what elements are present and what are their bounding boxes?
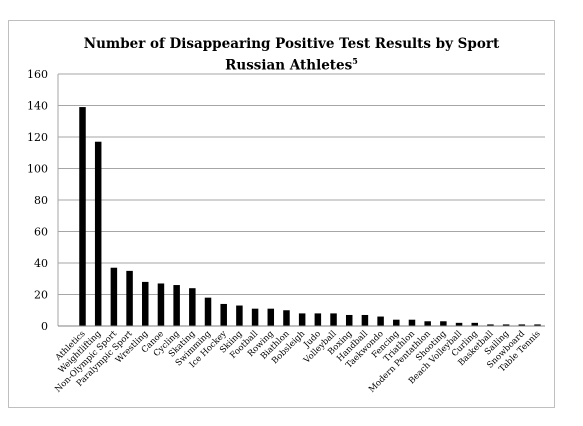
bar-triathlon [408,319,416,326]
bar-shooting [440,321,447,326]
bar-fencing [393,319,400,326]
chart-title-text: Number of Disappearing Positive Test Res… [83,36,500,52]
y-tick-label: 120 [27,131,48,144]
bar-judo [314,313,322,326]
y-tick-label: 160 [27,68,48,81]
bar-athletics [79,107,86,326]
bar-volleyball [330,313,337,326]
bar-skiing [236,305,243,326]
bar-snowboard [518,324,526,326]
bar-cycling [173,285,180,326]
y-axis-ticks: 0 20 40 60 80 100 120 140 160 [27,68,48,333]
bar-paralympic-sport [126,270,133,326]
y-tick-label: 20 [34,289,48,302]
y-tick-label: 60 [34,226,48,239]
bar-taekwondo [377,316,384,326]
y-tick-label: 100 [27,163,48,176]
bar-wrestling [142,281,149,326]
bar-biathlon [283,310,290,326]
chart-subtitle: Russian Athletes5 [0,53,583,75]
gridlines [57,73,545,326]
y-tick-label: 80 [34,194,48,207]
bar-modern-pentathlon [424,321,431,326]
bar-curling [471,322,478,326]
bar-weightlifting [94,141,102,326]
bar-sailing [502,324,510,326]
bar-non-olympic-sport [110,267,118,326]
bar-swimming [204,297,212,326]
bar-handball [361,314,369,326]
bar-boxing [345,314,353,326]
bar-bobsleigh [298,313,306,326]
chart-title: Number of Disappearing Positive Test Res… [0,36,583,75]
chart-subtitle-footnote: 5 [352,56,358,66]
bar-football [251,308,259,326]
chart-subtitle-text: Russian Athletes [225,57,353,74]
bar-beach-volleyball [455,322,463,326]
bar-ice-hockey [220,303,227,326]
bar-canoe [157,283,165,326]
bar-table-tennis [534,324,541,326]
bar-basketball [487,324,494,326]
y-tick-label: 0 [41,320,48,333]
y-tick-label: 140 [27,100,48,113]
bars [79,107,541,326]
bar-rowing [267,308,275,326]
bar-skating [189,288,196,326]
y-tick-label: 40 [34,257,48,270]
